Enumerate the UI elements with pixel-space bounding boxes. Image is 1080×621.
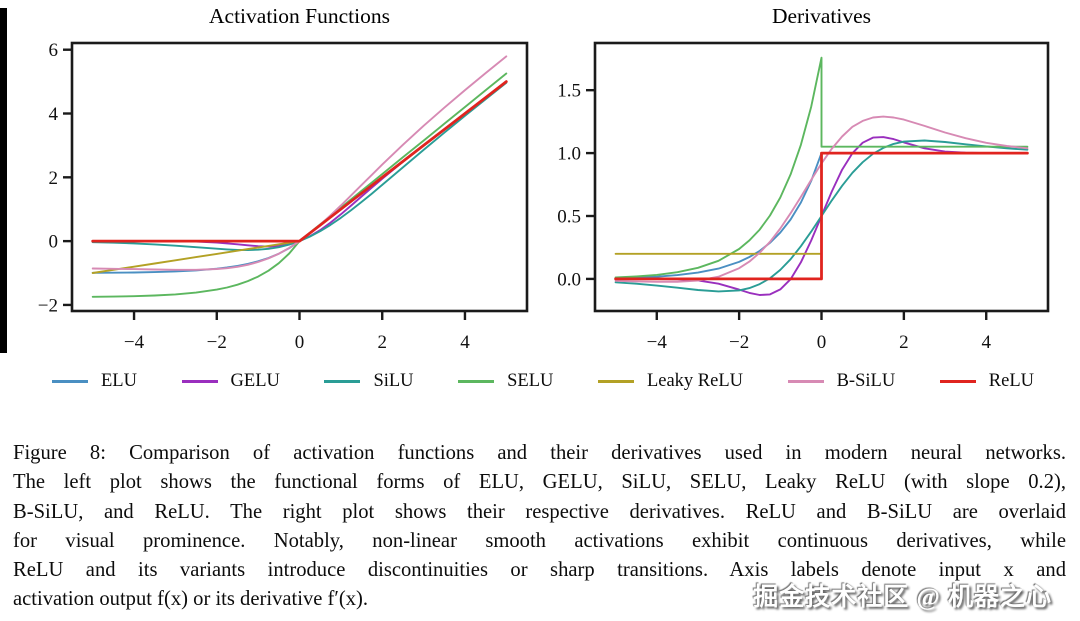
caption-line: Figure 8: Comparison of activation funct… — [13, 442, 1066, 464]
legend-swatch-elu-line-icon — [52, 380, 88, 383]
legend-item-elu: ELU — [52, 371, 137, 392]
x-tick-label: −4 — [647, 332, 668, 353]
legend-label: ReLU — [988, 371, 1034, 391]
y-tick-label: −2 — [38, 295, 58, 316]
y-tick-label: 2 — [49, 168, 59, 189]
watermark: 掘金技术社区 @ 机器之心 — [753, 584, 1052, 611]
legend-item-b-silu: B-SiLU — [787, 371, 896, 392]
activation-functions-plot: −4 −2 0 2 4 −2 0 2 4 6 — [38, 40, 529, 353]
legend-label: SiLU — [373, 371, 414, 391]
legend-swatch-relu-line-icon — [939, 380, 976, 383]
legend-item-silu: SiLU — [324, 371, 414, 392]
legend-swatch-leaky-relu-line-icon — [597, 380, 634, 383]
legend-item-selu: SELU — [458, 371, 553, 392]
legend-label: B-SiLU — [836, 371, 896, 391]
plot-frame — [593, 41, 1050, 313]
plot-title-activation-functions: Activation Functions — [209, 4, 390, 28]
y-tick-label: 0.5 — [557, 207, 581, 228]
y-tick-label: 6 — [49, 40, 59, 61]
caption-line: ReLU and its variants introduce disconti… — [13, 559, 1066, 582]
legend-swatch-silu-line-icon — [324, 380, 361, 383]
legend-item-leaky-relu: Leaky ReLU — [597, 371, 744, 392]
legend-label: ELU — [101, 371, 137, 391]
x-tick-label: −2 — [207, 332, 227, 353]
curve-relu — [91, 80, 508, 243]
x-tick-label: 0 — [295, 332, 305, 353]
legend-label: Leaky ReLU — [646, 371, 744, 391]
derivatives-plot: −4 −2 0 2 4 0.0 0.5 1.0 1.5 — [557, 41, 1050, 353]
y-tick-label: 0.0 — [557, 269, 581, 290]
x-tick-label: 2 — [377, 332, 387, 353]
legend-item-relu: ReLU — [939, 371, 1034, 392]
figure-caption: Figure 8: Comparison of activation funct… — [13, 439, 1066, 615]
curve-gelu — [91, 80, 508, 248]
x-tick-label: 0 — [817, 332, 827, 353]
plots-canvas: −4 −2 0 2 4 −2 0 2 4 6 −4 −2 0 2 4 0.0 0.5 1.0 1.5 — [38, 40, 1050, 353]
x-tick-label: 2 — [899, 332, 909, 353]
x-tick-label: −4 — [124, 332, 145, 353]
x-tick-label: −2 — [729, 332, 749, 353]
caption-line: activation output f(x) or its derivative… — [13, 588, 369, 611]
y-tick-label: 1.5 — [557, 81, 581, 102]
x-tick-label: 4 — [981, 332, 991, 353]
curve-relu — [614, 151, 1029, 281]
legend-swatch-b-silu-line-icon — [787, 380, 824, 383]
caption-line: B-SiLU, and ReLU. The right plot shows t… — [13, 500, 1066, 523]
legend-label: GELU — [230, 371, 280, 391]
y-tick-label: 4 — [49, 104, 59, 125]
caption-line: The left plot shows the functional forms… — [13, 471, 1066, 494]
legend-swatch-gelu-line-icon — [181, 380, 218, 383]
y-tick-label: 1.0 — [557, 144, 581, 165]
legend-item-gelu: GELU — [181, 371, 280, 392]
curve-b-silu — [91, 55, 508, 271]
curve-selu — [614, 56, 1029, 279]
caption-line: for visual prominence. Notably, non-line… — [13, 529, 1066, 552]
x-tick-label: 4 — [460, 332, 470, 353]
plot-frame — [70, 41, 529, 313]
legend-label: SELU — [507, 371, 554, 391]
legend-swatch-selu-line-icon — [458, 380, 495, 383]
left-edge-bar — [0, 8, 7, 353]
y-tick-label: 0 — [49, 232, 59, 253]
plot-title-derivatives: Derivatives — [771, 4, 872, 28]
legend: ELU GELU SiLU SELU Leaky ReLU B-SiLU ReLU — [0, 371, 1080, 392]
